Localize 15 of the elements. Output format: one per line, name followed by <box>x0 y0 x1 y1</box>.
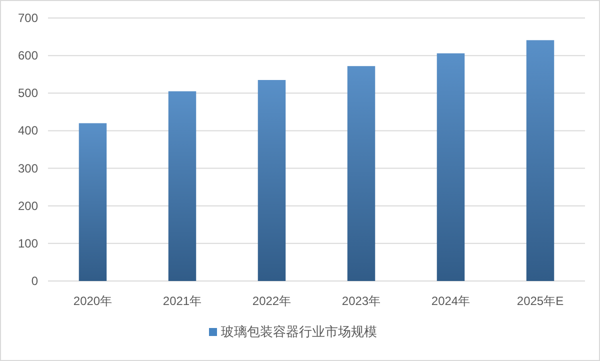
x-tick-label: 2024年 <box>431 294 470 308</box>
legend-label: 玻璃包装容器行业市场规模 <box>221 324 377 339</box>
x-tick-label: 2023年 <box>342 294 381 308</box>
y-tick-label: 0 <box>31 274 38 288</box>
x-tick-label: 2022年 <box>252 294 292 308</box>
y-tick-label: 600 <box>18 48 38 63</box>
y-tick-label: 100 <box>18 236 38 250</box>
x-tick-label: 2025年E <box>516 294 564 308</box>
y-tick-label: 700 <box>18 11 38 25</box>
x-tick-label: 2021年 <box>162 294 202 308</box>
y-tick-label: 200 <box>18 198 38 213</box>
y-tick-label: 300 <box>18 161 38 176</box>
x-tick-label: 2020年 <box>73 294 112 308</box>
y-tick-label: 500 <box>18 86 38 100</box>
y-tick-label: 400 <box>18 124 38 138</box>
